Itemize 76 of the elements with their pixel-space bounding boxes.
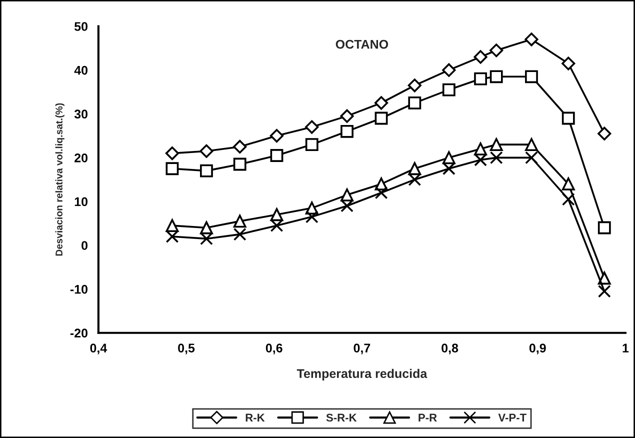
point — [270, 208, 284, 222]
x-tick-label: 0,8 — [442, 344, 458, 354]
x-tick-label: 0,9 — [529, 344, 546, 354]
point — [233, 228, 246, 241]
point — [166, 219, 179, 232]
point — [598, 284, 611, 298]
point — [442, 162, 456, 176]
x-tick-label: 0,7 — [354, 344, 370, 354]
y-tick-label: 0 — [82, 241, 88, 250]
point — [374, 186, 388, 200]
y-tick-label: 10 — [74, 197, 88, 206]
point — [598, 272, 611, 285]
point — [598, 126, 612, 140]
point — [474, 142, 487, 156]
point — [305, 138, 318, 151]
text: OCTANO — [336, 40, 388, 49]
point — [474, 153, 487, 166]
point — [233, 140, 247, 154]
point — [166, 230, 179, 243]
x-tick-label: 0,5 — [178, 344, 195, 354]
x-axis-title: Temperatura reducida — [296, 368, 428, 380]
point — [166, 162, 179, 176]
point — [442, 63, 456, 77]
point — [442, 83, 456, 96]
y-axis-title: Desviacion relativa vol.liq.sat.(%) — [55, 103, 64, 256]
point — [340, 199, 354, 212]
point — [408, 173, 422, 186]
x-tick-label: 0,6 — [266, 344, 282, 354]
point — [340, 109, 354, 123]
y-tick-label: 40 — [74, 66, 88, 75]
point — [408, 162, 422, 176]
legend-label: P-R — [418, 414, 437, 422]
point — [200, 164, 213, 178]
point — [374, 112, 388, 125]
point — [525, 138, 538, 151]
point — [598, 221, 611, 234]
point — [562, 178, 575, 190]
point — [490, 70, 503, 84]
point — [270, 128, 284, 143]
point — [165, 146, 180, 160]
point — [233, 214, 246, 228]
y-tick-label: -10 — [70, 284, 88, 294]
point — [490, 44, 504, 58]
point — [562, 112, 575, 125]
point — [305, 210, 318, 224]
x-tick-label: 1 — [622, 344, 629, 352]
point — [408, 96, 422, 110]
point — [200, 221, 213, 234]
point — [233, 158, 246, 171]
point — [200, 144, 214, 158]
point — [525, 70, 538, 84]
point — [525, 151, 538, 164]
point — [562, 56, 576, 70]
point — [524, 32, 538, 46]
point — [270, 219, 284, 232]
legend-label: R-K — [246, 414, 265, 422]
point — [200, 232, 213, 246]
point — [270, 149, 284, 162]
point — [442, 151, 456, 164]
point — [474, 72, 487, 86]
point — [408, 78, 422, 92]
y-tick-label: 30 — [74, 110, 88, 119]
point — [490, 138, 503, 151]
point — [305, 120, 319, 134]
legend-label: S-R-K — [326, 414, 357, 422]
legend-label: V-P-T — [498, 414, 526, 422]
x-tick-label: 0,4 — [90, 344, 108, 354]
point — [474, 50, 488, 64]
y-tick-label: -20 — [70, 328, 88, 338]
y-tick-label: 50 — [74, 22, 88, 31]
y-tick-label: 20 — [74, 153, 88, 162]
point — [340, 188, 354, 202]
point — [374, 96, 388, 110]
point — [340, 124, 354, 138]
point — [562, 192, 575, 206]
point — [490, 151, 503, 164]
